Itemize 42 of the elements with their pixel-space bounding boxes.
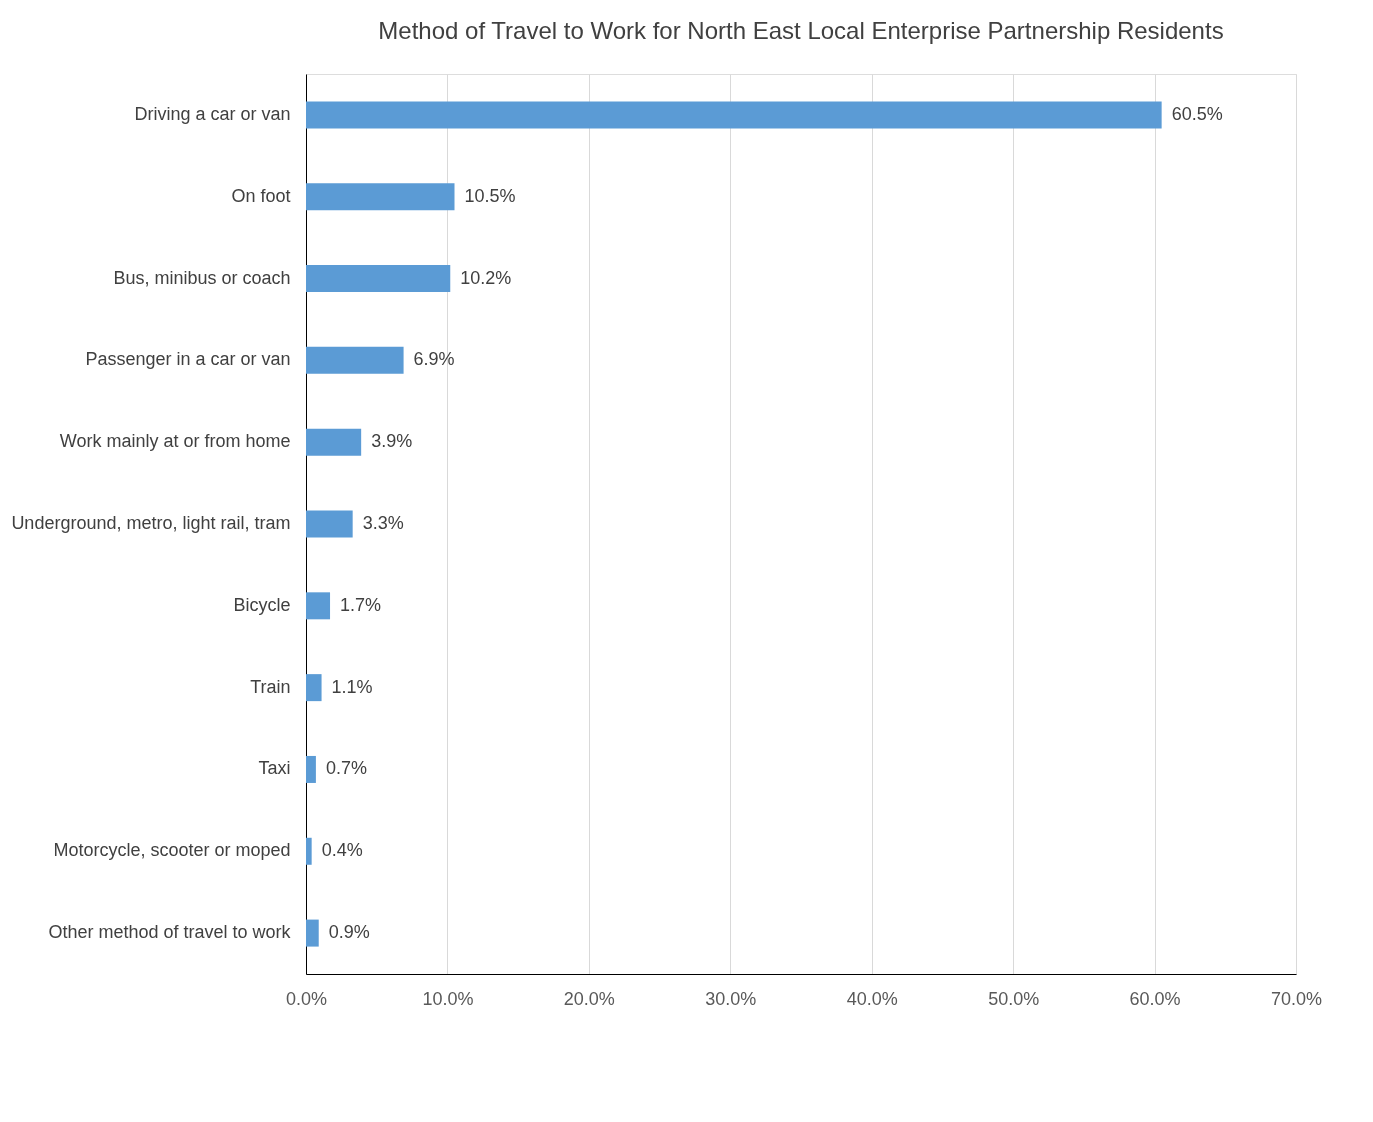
data-label: 0.9% [328,922,370,943]
data-label: 1.7% [340,594,382,615]
bar [306,837,312,865]
y-tick-label: Work mainly at or from home [59,431,291,452]
x-tick-label: 50.0% [988,988,1040,1009]
y-tick-label: Other method of travel to work [48,922,292,943]
data-label: 10.5% [464,185,516,206]
y-tick-label: Underground, metro, light rail, tram [11,513,291,533]
data-label: 1.1% [331,676,373,697]
data-label: 3.3% [362,513,404,533]
bar [306,674,322,702]
y-tick-label: Driving a car or van [134,103,291,124]
bar [306,755,316,783]
data-label: 10.2% [460,267,512,288]
data-label: 60.5% [1171,103,1223,124]
y-tick-label: Passenger in a car or van [85,349,291,370]
bar [306,346,404,374]
y-tick-label: Motorcycle, scooter or moped [53,840,291,861]
x-tick-label: 10.0% [422,988,474,1009]
x-tick-label: 40.0% [846,988,898,1009]
bar [306,428,362,456]
bar [306,919,319,947]
x-tick-label: 60.0% [1129,988,1181,1009]
y-tick-label: Taxi [258,758,291,779]
bar [306,510,353,538]
x-tick-label: 30.0% [705,988,757,1009]
y-tick-label: On foot [231,185,291,206]
chart-title: Method of Travel to Work for North East Local Enterprise Partnership Residents [378,17,1224,44]
bar [306,265,451,293]
x-tick-label: 0.0% [285,988,328,1009]
data-label: 0.7% [325,758,367,779]
x-tick-label: 70.0% [1270,988,1323,1009]
x-tick-label: 20.0% [563,988,615,1009]
bar [306,101,1162,129]
bar [306,183,455,211]
bar [306,592,331,620]
y-tick-label: Bus, minibus or coach [113,267,291,288]
data-label: 0.4% [321,840,363,861]
y-tick-label: Bicycle [233,594,291,615]
y-tick-label: Train [250,676,291,697]
data-label: 6.9% [413,349,455,370]
data-label: 3.9% [371,431,413,452]
